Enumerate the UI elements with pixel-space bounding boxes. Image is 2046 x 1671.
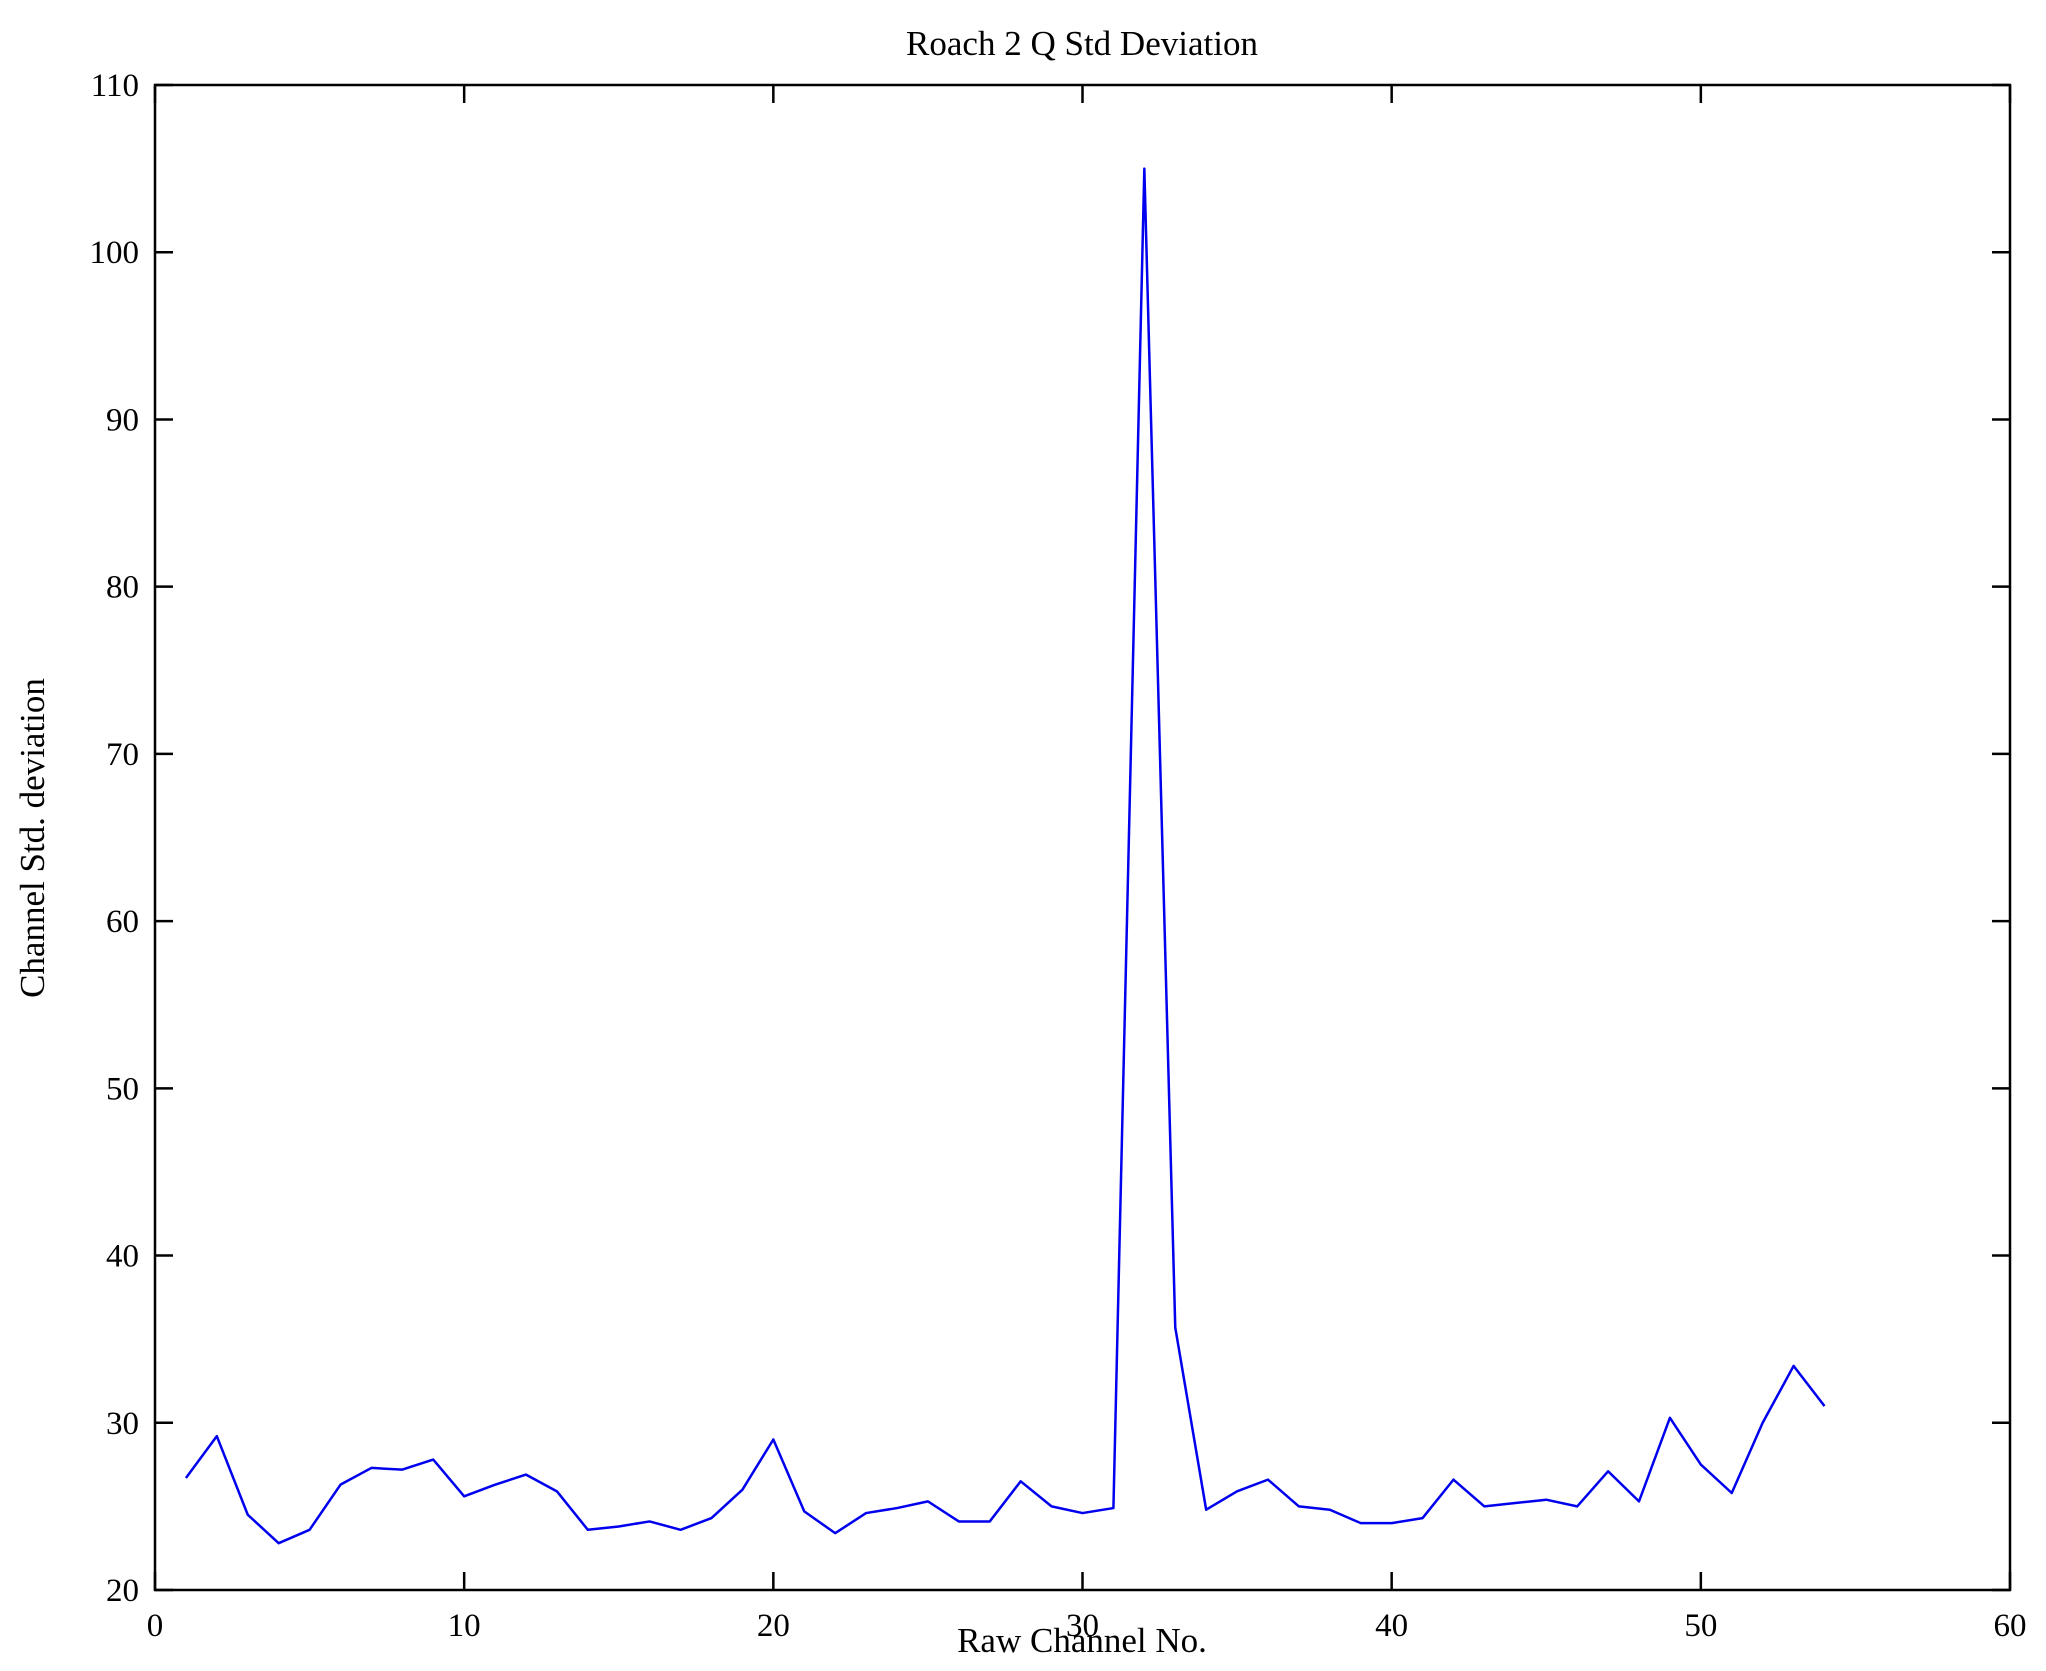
y-tick-label: 50: [106, 1071, 139, 1107]
y-tick-label: 110: [91, 68, 139, 104]
y-tick-label: 30: [106, 1406, 139, 1442]
x-tick-label: 60: [1994, 1608, 2027, 1644]
x-tick-label: 50: [1684, 1608, 1717, 1644]
data-line: [184, 167, 1826, 1545]
x-tick-label: 40: [1375, 1608, 1408, 1644]
y-tick-label: 100: [90, 235, 140, 271]
y-tick-label: 20: [106, 1573, 139, 1609]
y-tick-label: 60: [106, 904, 139, 940]
x-tick-label: 20: [757, 1608, 790, 1644]
plot-frame: [153, 83, 2012, 1592]
chart-title: Roach 2 Q Std Deviation: [906, 24, 1258, 63]
x-tick-label: 30: [1066, 1608, 1099, 1644]
y-tick-label: 90: [106, 402, 139, 438]
x-tick-label: 0: [147, 1608, 164, 1644]
y-tick-label: 70: [106, 737, 139, 773]
x-tick-label: 10: [448, 1608, 481, 1644]
y-tick-label: 80: [106, 570, 139, 606]
y-tick-label: 40: [106, 1239, 139, 1275]
x-axis-label: Raw Channel No.: [957, 1621, 1207, 1660]
